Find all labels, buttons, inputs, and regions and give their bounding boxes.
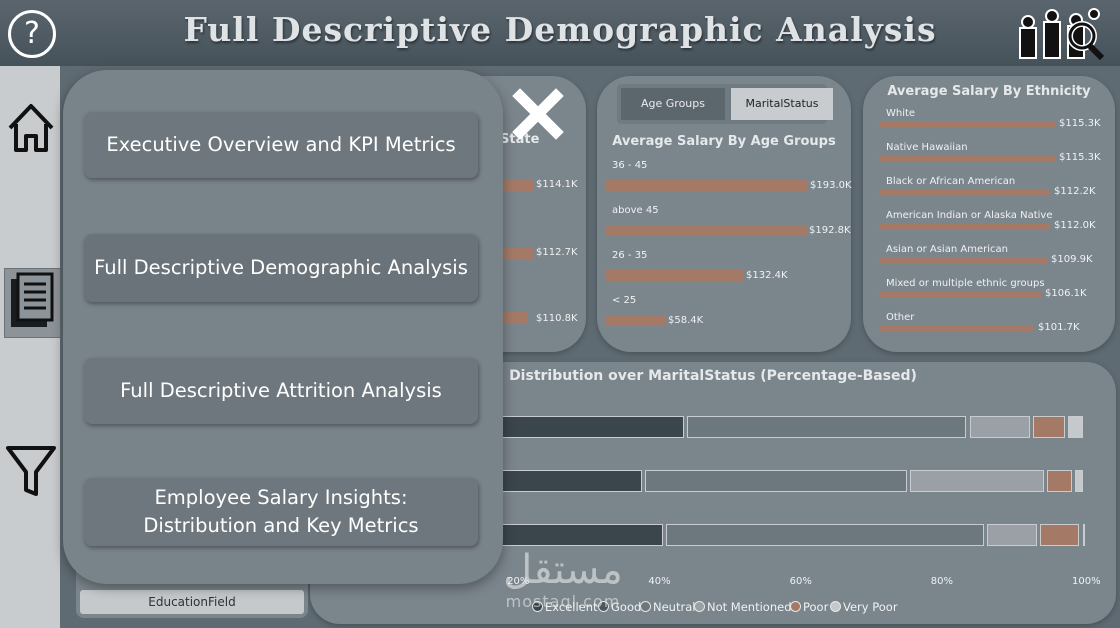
bar-value: $58.4K — [668, 315, 704, 326]
bar-value: $192.8K — [809, 225, 851, 236]
bar — [498, 312, 528, 323]
bar-value: $115.3K — [1059, 152, 1101, 163]
bar-label: 36 - 45 — [612, 160, 648, 171]
bar — [879, 224, 1050, 230]
nav-demographic-analysis[interactable]: Full Descriptive Demographic Analysis — [84, 234, 478, 302]
card-title-fragment: State — [500, 132, 540, 147]
bar-label: above 45 — [612, 205, 659, 216]
bar — [605, 225, 807, 236]
bar-value: $110.8K — [536, 313, 578, 324]
bar-label: Black or African American — [886, 176, 1016, 187]
age-groups-card: Age Groups MaritalStatus Average Salary … — [597, 76, 852, 352]
bar-label: Mixed or multiple ethnic groups — [886, 278, 1045, 289]
bar-label: American Indian or Alaska Native — [886, 210, 1053, 221]
bar-label: 26 - 35 — [612, 250, 648, 261]
bar — [879, 258, 1047, 264]
home-icon[interactable] — [4, 98, 58, 158]
nav-attrition-analysis[interactable]: Full Descriptive Attrition Analysis — [84, 358, 478, 424]
watermark-arabic: مستقل — [503, 547, 623, 593]
bar-value: $106.1K — [1045, 288, 1087, 299]
bar-label: White — [886, 108, 916, 119]
bar — [879, 190, 1050, 196]
bar — [498, 248, 534, 259]
top-bar — [0, 0, 1120, 66]
bar-label: Asian or Asian American — [886, 244, 1008, 255]
bar — [498, 180, 534, 191]
bar-value: $112.2K — [1054, 186, 1096, 197]
bar-value: $112.7K — [536, 247, 578, 258]
nav-executive-overview[interactable]: Executive Overview and KPI Metrics — [84, 112, 478, 178]
chart-title: Average Salary By Age Groups — [612, 134, 836, 149]
bar — [879, 122, 1055, 128]
nav-salary-insights[interactable]: Employee Salary Insights: Distribution a… — [84, 478, 478, 546]
bar-value: $112.0K — [1054, 220, 1096, 231]
close-x-icon[interactable] — [510, 86, 566, 142]
bar-label: Native Hawaiian — [886, 142, 968, 153]
chart-title: Average Salary By Ethnicity — [887, 84, 1091, 99]
toggle-marital-status[interactable]: MaritalStatus — [731, 88, 833, 120]
question-circle-icon[interactable]: ? — [8, 10, 56, 58]
bar-value: $114.1K — [536, 179, 578, 190]
bar-value: $101.7K — [1038, 322, 1080, 333]
bar-label: Other — [886, 312, 915, 323]
bar — [605, 180, 808, 191]
people-magnifier-logo — [1019, 8, 1105, 61]
bar — [879, 292, 1041, 298]
bar-label: < 25 — [612, 295, 637, 306]
toggle-age-groups[interactable]: Age Groups — [621, 88, 725, 120]
page-title: Full Descriptive Demographic Analysis — [183, 10, 937, 49]
filter-icon[interactable] — [4, 440, 58, 500]
bar-value: $109.9K — [1051, 254, 1093, 265]
education-field-slicer[interactable]: EducationField — [80, 590, 304, 614]
bar — [605, 315, 666, 326]
bar-value: $193.0K — [810, 180, 852, 191]
bar-value: $115.3K — [1059, 118, 1101, 129]
left-nav-rail — [0, 66, 60, 628]
mostaql-watermark: مستقل mostaql.com — [488, 548, 638, 616]
watermark-latin: mostaql.com — [505, 592, 621, 611]
bar — [879, 326, 1034, 332]
report-document-icon[interactable] — [6, 270, 60, 330]
bar — [879, 156, 1055, 162]
bar-value: $132.4K — [746, 270, 788, 281]
bar — [605, 270, 744, 281]
ethnicity-card: Average Salary By Ethnicity White $115.3K… — [863, 76, 1115, 352]
chart-title: Distribution over MaritalStatus (Percent… — [509, 368, 917, 384]
